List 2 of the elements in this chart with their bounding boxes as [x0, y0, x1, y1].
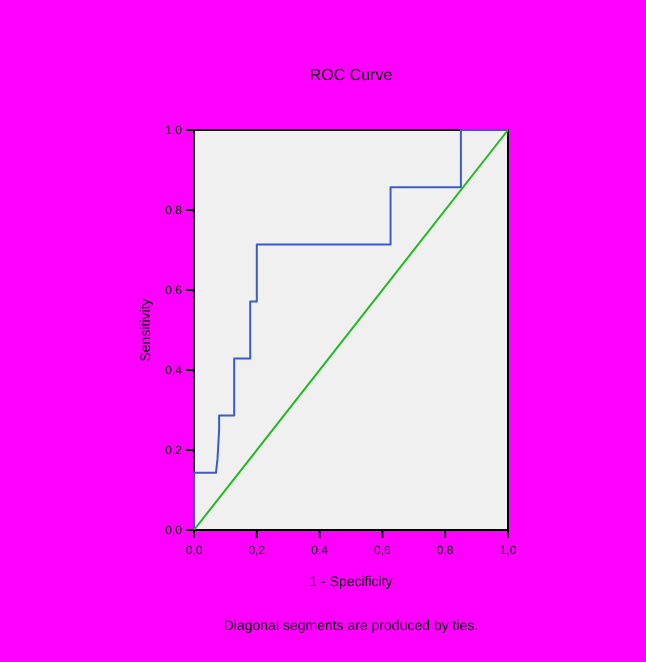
chart-title: ROC Curve [309, 66, 394, 84]
line-series [193, 129, 509, 531]
